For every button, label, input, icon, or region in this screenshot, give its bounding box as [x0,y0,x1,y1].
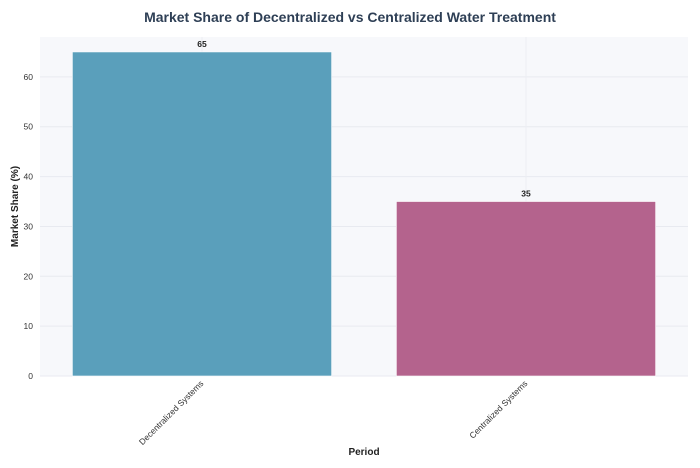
y-axis-label: Market Share (%) [10,166,21,247]
y-tick-label: 60 [24,72,34,82]
bar [396,201,656,377]
y-axis-ticks: 0 10 20 30 40 50 60 [24,72,34,381]
x-axis-label: Period [348,447,379,458]
chart-title: Market Share of Decentralized vs Central… [144,9,556,25]
y-tick-label: 50 [24,122,34,132]
y-tick-label: 40 [24,172,34,182]
x-axis-ticks: Decentralized Systems Centralized Systems [137,378,530,447]
x-tick-label: Decentralized Systems [137,378,206,447]
x-tick-label: Centralized Systems [467,378,529,440]
bar [72,51,332,377]
bar-value-label: 35 [521,189,531,199]
data-labels: 65 35 [197,39,531,199]
y-tick-label: 20 [24,271,34,281]
bar-value-label: 65 [197,39,207,49]
y-tick-label: 30 [24,221,34,231]
bars [72,51,656,377]
y-tick-label: 10 [24,321,34,331]
y-tick-label: 0 [28,371,33,381]
